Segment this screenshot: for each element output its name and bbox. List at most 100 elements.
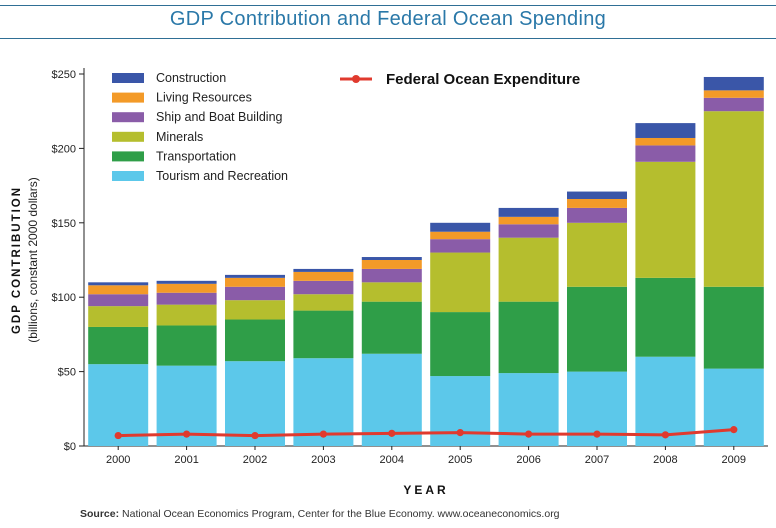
legend-label: Living Resources bbox=[156, 91, 252, 105]
federal-expenditure-point bbox=[456, 429, 464, 437]
bar-segment-transportation bbox=[88, 326, 149, 365]
legend-swatch bbox=[112, 151, 144, 162]
x-tick-label: 2000 bbox=[106, 454, 130, 466]
bar-segment-transportation bbox=[635, 277, 696, 357]
y-tick-label: $150 bbox=[52, 218, 76, 230]
bar-segment-construction bbox=[635, 123, 696, 138]
bar-segment-construction bbox=[88, 282, 149, 286]
federal-expenditure-point bbox=[661, 431, 670, 439]
bar-segment-living-resources bbox=[361, 260, 422, 269]
bar-segment-living-resources bbox=[430, 231, 491, 240]
bar-segment-living-resources bbox=[156, 283, 217, 293]
bar-segment-ship-and-boat-building bbox=[156, 292, 217, 305]
bar-segment-tourism-and-recreation bbox=[635, 356, 696, 446]
bar-segment-construction bbox=[567, 191, 627, 199]
bar-segment-living-resources bbox=[635, 137, 696, 146]
bar-segment-minerals bbox=[567, 222, 627, 287]
bar-segment-ship-and-boat-building bbox=[430, 239, 491, 253]
federal-expenditure-point bbox=[183, 430, 191, 438]
bar-segment-construction bbox=[361, 257, 422, 260]
bar-segment-ship-and-boat-building bbox=[635, 145, 696, 162]
bar-segment-living-resources bbox=[293, 271, 354, 281]
federal-expenditure-line bbox=[118, 428, 734, 438]
chart-title: GDP Contribution and Federal Ocean Spend… bbox=[169, 8, 607, 30]
legend-swatch bbox=[112, 171, 144, 181]
legend-label: Construction bbox=[156, 71, 226, 85]
bar-segment-transportation bbox=[225, 319, 285, 362]
legend-swatch bbox=[112, 131, 144, 142]
bar-segment-minerals bbox=[156, 304, 217, 326]
bar-segment-transportation bbox=[703, 286, 764, 369]
bar-segment-minerals bbox=[498, 237, 559, 302]
bar-segment-transportation bbox=[361, 301, 422, 354]
legend-swatch bbox=[112, 112, 144, 123]
bar-segment-minerals bbox=[635, 161, 696, 278]
x-tick-label: 2005 bbox=[448, 454, 472, 466]
federal-expenditure-point bbox=[251, 431, 259, 440]
x-tick-label: 2008 bbox=[653, 454, 677, 466]
bar-segment-construction bbox=[498, 207, 559, 217]
source-label: Source: bbox=[80, 508, 120, 520]
legend-label: Transportation bbox=[156, 149, 236, 163]
bar-segment-transportation bbox=[567, 286, 627, 372]
legend-swatch bbox=[112, 73, 144, 83]
x-axis-title: YEAR bbox=[403, 483, 448, 497]
x-tick-label: 2007 bbox=[585, 454, 609, 466]
y-tick-label: $250 bbox=[52, 69, 76, 81]
x-tick-label: 2006 bbox=[516, 454, 540, 466]
y-axis-title: GDP CONTRIBUTION bbox=[11, 186, 23, 334]
title-bar bbox=[0, 5, 776, 39]
bar-segment-living-resources bbox=[88, 285, 149, 295]
federal-expenditure-point bbox=[730, 426, 738, 434]
bar-segment-minerals bbox=[430, 252, 491, 313]
federal-expenditure-point bbox=[525, 430, 533, 438]
y-tick-label: $200 bbox=[52, 143, 76, 155]
federal-expenditure-point bbox=[319, 430, 327, 438]
legend-label: Tourism and Recreation bbox=[156, 169, 288, 183]
bar-segment-construction bbox=[430, 222, 491, 232]
legend-line-marker bbox=[352, 75, 360, 83]
y-tick-label: $50 bbox=[58, 367, 76, 379]
legend-swatch bbox=[112, 92, 144, 103]
bar-segment-transportation bbox=[498, 301, 559, 374]
bar-segment-construction bbox=[293, 268, 354, 272]
bar-segment-living-resources bbox=[498, 216, 559, 225]
federal-expenditure-point bbox=[593, 430, 601, 438]
bar-segment-ship-and-boat-building bbox=[498, 224, 559, 238]
x-tick-label: 2003 bbox=[311, 454, 335, 466]
x-tick-label: 2009 bbox=[722, 454, 746, 466]
bar-segment-construction bbox=[703, 76, 764, 91]
bar-segment-construction bbox=[225, 274, 285, 278]
x-tick-label: 2002 bbox=[243, 454, 267, 466]
legend-line-label: Federal Ocean Expenditure bbox=[386, 71, 580, 88]
legend-label: Minerals bbox=[156, 130, 203, 144]
x-tick-label: 2004 bbox=[380, 454, 404, 466]
bar-segment-ship-and-boat-building bbox=[293, 280, 354, 295]
bar-segment-ship-and-boat-building bbox=[88, 294, 149, 307]
bar-segment-tourism-and-recreation bbox=[703, 368, 764, 446]
bar-segment-construction bbox=[156, 280, 217, 284]
source-note: Source: National Ocean Economics Program… bbox=[80, 508, 560, 520]
bar-segment-ship-and-boat-building bbox=[703, 97, 764, 112]
bar-segment-minerals bbox=[361, 282, 422, 302]
bar-segment-living-resources bbox=[225, 277, 285, 287]
bar-segment-minerals bbox=[293, 294, 354, 311]
y-tick-label: $100 bbox=[52, 292, 76, 304]
bar-segment-ship-and-boat-building bbox=[567, 207, 627, 223]
federal-expenditure-point bbox=[388, 429, 396, 437]
bar-segment-transportation bbox=[156, 325, 217, 366]
bar-segment-living-resources bbox=[703, 90, 764, 98]
federal-expenditure-point bbox=[114, 431, 122, 440]
source-text: National Ocean Economics Program, Center… bbox=[122, 508, 560, 520]
bar-segment-living-resources bbox=[567, 198, 627, 208]
bar-segment-transportation bbox=[430, 312, 491, 377]
bar-segment-ship-and-boat-building bbox=[225, 286, 285, 301]
bar-segment-transportation bbox=[293, 310, 354, 359]
x-tick-label: 2001 bbox=[174, 454, 198, 466]
bar-segment-ship-and-boat-building bbox=[361, 268, 422, 283]
legend-label: Ship and Boat Building bbox=[156, 110, 283, 124]
bar-segment-minerals bbox=[225, 300, 285, 320]
y-tick-label: $0 bbox=[64, 441, 76, 453]
bar-segment-minerals bbox=[88, 306, 149, 327]
